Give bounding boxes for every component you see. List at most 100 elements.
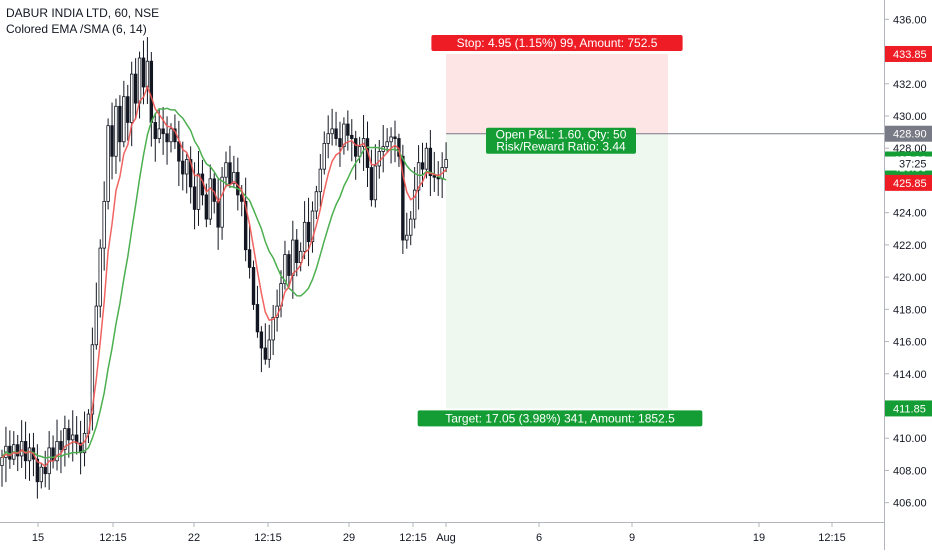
rr-text: Risk/Reward Ratio: 3.44 [496, 140, 626, 154]
candle-body [393, 136, 397, 139]
candle-body [19, 441, 24, 457]
candle-body [232, 171, 236, 185]
candle-body [243, 200, 248, 251]
ema-line [1, 84, 447, 468]
target-zone [446, 133, 668, 409]
candle-body [23, 441, 28, 462]
price-tick-label: 424.00 [893, 208, 927, 220]
candle-body [0, 457, 4, 467]
candle-body [389, 136, 393, 143]
candle-body [106, 125, 110, 202]
candle-body [126, 96, 130, 123]
price-tick-label: 406.00 [893, 498, 927, 510]
candle-body [373, 165, 378, 201]
time-tick-label: 12:15 [99, 532, 127, 544]
candle-body [228, 162, 232, 185]
candle-body [141, 57, 146, 88]
candle-body [444, 159, 448, 168]
candle-body [43, 466, 47, 475]
stop-zone [446, 53, 668, 134]
time-tick-label: 12:15 [818, 532, 846, 544]
price-badge-bg [885, 400, 932, 417]
candle-body [263, 347, 268, 360]
candle-body [122, 96, 126, 143]
candle-body [338, 138, 342, 148]
time-tick-label: 9 [629, 532, 635, 544]
candle-body [416, 162, 421, 191]
price-tick-label: 414.00 [893, 369, 927, 381]
candle-body [110, 125, 114, 157]
candle-body [129, 73, 134, 123]
candle-body [385, 141, 389, 148]
candle-body [283, 254, 287, 284]
price-tick-label: 416.00 [893, 337, 927, 349]
candle-body [165, 133, 169, 143]
candle-body [39, 466, 43, 483]
candle-body [55, 441, 59, 462]
price-badge-text: 425.85 [893, 178, 927, 190]
candle-body [185, 159, 189, 175]
time-tick-label: 12:15 [254, 532, 282, 544]
price-tick-label: 430.00 [893, 111, 927, 123]
candle-body [432, 175, 436, 178]
candle-body [161, 128, 165, 135]
indicator-title[interactable]: Colored EMA /SMA (6, 14) [6, 22, 147, 36]
candle-body [295, 239, 299, 264]
candle-body [306, 221, 311, 243]
candle-body [181, 160, 185, 175]
candle-body [405, 234, 409, 241]
candle-body [59, 441, 63, 450]
candle-body [353, 138, 358, 157]
price-tick-label: 408.00 [893, 465, 927, 477]
candle-body [361, 138, 366, 148]
candle-body [267, 339, 271, 360]
candle-body [346, 123, 350, 136]
candles [0, 37, 448, 499]
time-tick-label: 29 [343, 532, 355, 544]
countdown-text: 37:25 [899, 159, 927, 171]
candle-body [350, 134, 354, 139]
target-label-text: Target: 17.05 (3.98%) 341, Amount: 1852.… [445, 411, 675, 425]
candle-body [118, 105, 122, 143]
candle-body [177, 141, 181, 162]
candle-body [192, 186, 197, 210]
time-tick-label: 6 [536, 532, 542, 544]
price-badge: 411.85 [885, 400, 932, 417]
candle-body [326, 133, 330, 144]
candle-body [102, 200, 106, 249]
candle-body [157, 128, 161, 139]
candle-body [63, 428, 67, 450]
candle-body [94, 305, 99, 346]
price-badge-bg [885, 174, 932, 191]
candle-body [169, 128, 173, 143]
price-badge: 428.90 [885, 125, 932, 142]
symbol-title[interactable]: DABUR INDIA LTD, 60, NSE [6, 6, 160, 20]
time-tick-label: 15 [32, 532, 44, 544]
candle-body [188, 159, 193, 188]
countdown-badge: 37:25 [885, 156, 932, 171]
target-label-bg [417, 410, 703, 427]
price-tick-label: 432.00 [893, 79, 927, 91]
candle-body [259, 331, 264, 349]
candle-body [412, 189, 417, 220]
price-badge-text: 428.90 [893, 129, 927, 141]
stop-label: Stop: 4.95 (1.15%) 99, Amount: 752.5 [431, 34, 683, 51]
candle-body [27, 447, 32, 462]
candle-body [224, 162, 228, 178]
candle-body [420, 162, 425, 170]
candle-body [67, 428, 71, 441]
candle-body [137, 57, 142, 104]
pnl-box-bg [486, 127, 636, 154]
candle-body [255, 304, 260, 333]
countdown-bg [885, 156, 932, 171]
candle-body [153, 122, 157, 139]
time-tick-label: Aug [436, 532, 456, 544]
candle-body [133, 73, 138, 104]
chart-legend: DABUR INDIA LTD, 60, NSE Colored EMA /SM… [6, 5, 159, 37]
price-badge-bg [885, 125, 932, 142]
time-axis: 15 12:15 22 12:15 29 12:15 Aug 6 9 19 12:15 [32, 522, 846, 544]
candle-body [8, 445, 12, 460]
